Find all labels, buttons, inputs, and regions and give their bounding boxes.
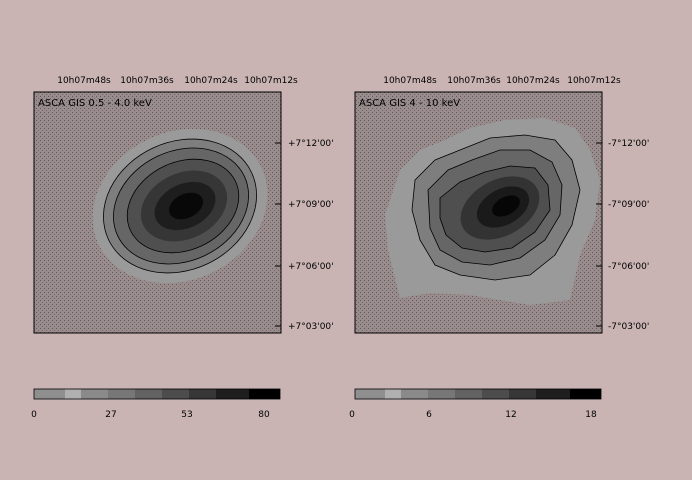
colorbar-left (33, 388, 281, 400)
colorbar-tick-label: 18 (585, 410, 597, 420)
dec-tick-label: -7°12'00' (608, 139, 649, 149)
ra-tick-label: 10h07m24s (184, 76, 238, 86)
ra-tick-label: 10h07m48s (383, 76, 437, 86)
colorbar-tick-label: 27 (105, 410, 116, 420)
ra-tick-label: 10h07m36s (120, 76, 174, 86)
ra-tick-label: 10h07m48s (57, 76, 111, 86)
colorbar-tick-label: 6 (426, 410, 432, 420)
ra-tick-label: 10h07m12s (567, 76, 621, 86)
ra-tick-label: 10h07m36s (447, 76, 501, 86)
dec-tick-label: -7°06'00' (608, 262, 649, 272)
panel-left: 10h07m48s 10h07m36s 10h07m24s 10h07m12s … (31, 76, 333, 420)
ra-tick-label: 10h07m24s (506, 76, 560, 86)
panel-title: ASCA GIS 4 - 10 keV (359, 98, 460, 109)
panel-title: ASCA GIS 0.5 - 4.0 keV (38, 98, 152, 109)
dec-tick-label: +7°12'00' (288, 139, 334, 149)
contour-image (385, 118, 600, 305)
contour-image (92, 128, 268, 284)
dec-tick-label: +7°03'00' (288, 322, 334, 332)
dec-tick-label: +7°09'00' (288, 200, 334, 210)
colorbar-tick-label: 80 (258, 410, 270, 420)
colorbar-tick-label: 12 (505, 410, 516, 420)
dec-tick-label: +7°06'00' (288, 262, 334, 272)
ra-tick-label: 10h07m12s (244, 76, 298, 86)
colorbar-tick-label: 53 (181, 410, 192, 420)
colorbar-right (354, 388, 602, 400)
dec-tick-label: -7°09'00' (608, 200, 649, 210)
dec-tick-label: -7°03'00' (608, 322, 649, 332)
panel-right: 10h07m48s 10h07m36s 10h07m24s 10h07m12s … (349, 76, 649, 420)
colorbar-tick-label: 0 (31, 410, 37, 420)
colorbar-tick-label: 0 (349, 410, 355, 420)
